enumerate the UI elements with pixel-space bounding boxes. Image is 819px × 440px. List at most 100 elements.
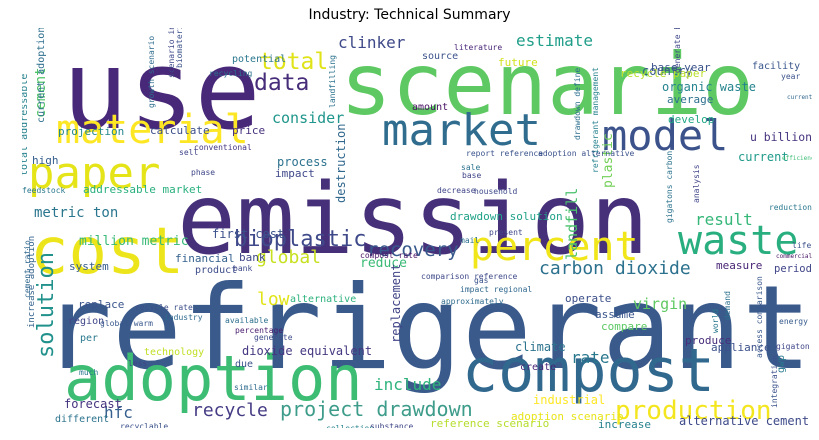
word-adoption-scenario: adoption scenario — [511, 410, 624, 423]
word-percent: percent — [470, 224, 639, 270]
word-comparison-reference: comparison reference — [421, 272, 518, 281]
word-waste: waste — [678, 218, 798, 264]
word-life: life — [792, 241, 811, 250]
word-facility: facility — [752, 61, 800, 72]
word-scenario: scenario — [340, 35, 754, 135]
word-virgin: virgin — [633, 295, 687, 313]
word-access-comparison: access comparison — [755, 276, 764, 358]
word-reduce: reduce — [360, 256, 407, 271]
word-due: due — [235, 359, 253, 370]
word-substance: substance — [370, 422, 414, 428]
word-much: much — [79, 368, 98, 377]
word-total-addressable: total addressable — [22, 74, 30, 176]
word-currently: currently — [787, 94, 812, 101]
word-recycle-rate: recycle rate — [135, 303, 193, 312]
word-production: production — [615, 396, 772, 426]
word-gigaton: gigaton — [776, 342, 810, 351]
word-conventional: conventional — [194, 143, 252, 152]
word-bank: bank — [233, 264, 252, 273]
word-market: market — [382, 105, 541, 156]
word-landfill: landfill — [563, 188, 581, 260]
word-gas: gas — [474, 276, 489, 285]
word-cost: cost — [30, 215, 184, 289]
word-gigatons-carbon: gigatons carbon — [665, 151, 674, 223]
word-clinker: clinker — [338, 33, 406, 52]
word-hfc: hfc — [104, 403, 133, 422]
word-data: data — [254, 70, 309, 96]
word-per: per — [80, 333, 98, 344]
word-million-metric: million metric — [79, 234, 189, 249]
word-climate: climate — [515, 340, 566, 354]
word-technology: technology — [144, 347, 204, 358]
word-energy: energy — [779, 317, 808, 326]
word-reduction: reduction — [769, 203, 812, 212]
word-dioxide-equivalent: dioxide equivalent — [242, 344, 372, 358]
word-paper: paper — [28, 148, 160, 199]
word-literature: literature — [454, 43, 502, 52]
word-refrigerant-management: refrigerant management — [591, 67, 600, 173]
word-industry: industry — [164, 313, 203, 322]
word-assume: assume — [595, 308, 635, 321]
word-industrial: industrial — [533, 393, 605, 407]
word-develop: develop — [668, 113, 714, 126]
word-include: include — [374, 375, 441, 394]
word-adoption-alternative: adoption alternative — [538, 149, 635, 158]
word-create: create — [520, 362, 556, 373]
word-first-cost: first cost — [212, 227, 284, 241]
word-recyclable: recyclable — [120, 422, 168, 428]
word-generate: generate — [254, 333, 293, 342]
word-recycle-paper: recycle paper — [620, 67, 706, 80]
word-present: present — [489, 228, 523, 237]
word-less: less — [128, 359, 147, 368]
word-replacement: replacement — [389, 264, 403, 343]
word-organic-waste: organic waste — [662, 80, 756, 94]
word-compost: compost — [462, 336, 715, 406]
word-scenario-in-adoption: scenario in adoption — [167, 28, 176, 78]
word-global-warm: global warm — [100, 319, 153, 328]
word-material: material — [56, 107, 249, 153]
word-region: region — [68, 316, 104, 327]
word-similar: similar — [234, 383, 268, 392]
word-recycle: recycle — [192, 400, 268, 421]
word-measure: measure — [716, 259, 762, 272]
word-result: result — [695, 210, 753, 229]
word-current-adoption: current adoption — [36, 28, 47, 123]
word-calculate: calculate — [150, 124, 210, 137]
word-consider: consider — [272, 109, 344, 127]
word-base: base — [462, 171, 481, 180]
word-alternative-cement: alternative cement — [679, 414, 809, 428]
word-phase: phase — [191, 168, 215, 177]
word-drawdown-define: drawdown define — [573, 68, 582, 140]
word-current: current — [738, 150, 789, 164]
word-project-drawdown: project drawdown — [280, 397, 473, 421]
word-product: product — [195, 265, 237, 276]
word-carbon-dioxide: carbon dioxide — [539, 258, 691, 279]
word-year: year — [781, 72, 800, 81]
word-u-billion: u billion — [750, 130, 812, 144]
word-source: source — [422, 51, 458, 62]
word-drawdown-solution: drawdown solution — [450, 210, 563, 223]
word-metric-ton: metric ton — [34, 205, 118, 221]
word-average: average — [667, 93, 713, 106]
word-total: total — [259, 49, 328, 75]
word-cement: cement — [33, 67, 49, 118]
word-destruction: destruction — [334, 124, 348, 203]
word-reference-scenario: reference scenario — [430, 417, 549, 428]
word-global: global — [256, 247, 321, 268]
word-bioplastic: bioplastic — [234, 227, 366, 252]
word-addressable-market: addressable market — [83, 183, 202, 196]
word-different: different — [55, 414, 109, 425]
word-replace: replace — [78, 298, 124, 311]
word-period: period — [774, 263, 812, 275]
word-cement-ratio: cement ratio — [23, 240, 32, 298]
word-process: process — [277, 155, 328, 169]
word-compost-rate: compost rate — [360, 251, 418, 260]
word-amount: amount — [412, 102, 448, 113]
word-efficiency: efficiency — [782, 155, 812, 162]
word-landfilling: landfilling — [328, 55, 337, 108]
word-appliance: appliance — [711, 341, 771, 354]
word-sell: sell — [179, 148, 198, 157]
word-household: household — [474, 187, 518, 196]
word-model: model — [602, 111, 728, 160]
